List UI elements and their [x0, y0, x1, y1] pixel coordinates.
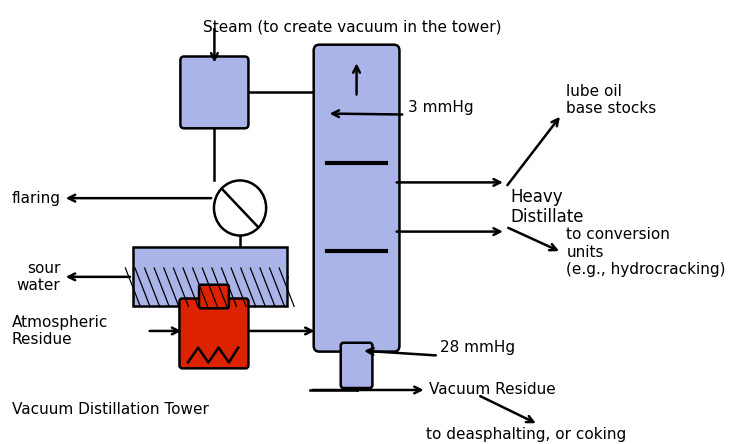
FancyBboxPatch shape	[179, 298, 248, 369]
FancyBboxPatch shape	[314, 45, 400, 352]
FancyBboxPatch shape	[199, 285, 229, 308]
Text: Steam (to create vacuum in the tower): Steam (to create vacuum in the tower)	[202, 19, 501, 34]
FancyBboxPatch shape	[340, 343, 373, 388]
Text: to deasphalting, or coking: to deasphalting, or coking	[427, 427, 627, 442]
Text: Atmospheric
Residue: Atmospheric Residue	[12, 315, 108, 347]
Circle shape	[214, 180, 266, 235]
Text: flaring: flaring	[11, 190, 60, 206]
Text: Vacuum Residue: Vacuum Residue	[429, 382, 556, 397]
Text: Heavy
Distillate: Heavy Distillate	[511, 188, 584, 226]
Text: 3 mmHg: 3 mmHg	[408, 100, 473, 115]
Text: to conversion
units
(e.g., hydrocracking): to conversion units (e.g., hydrocracking…	[566, 227, 726, 277]
Bar	[133, 247, 286, 306]
Text: sour
water: sour water	[16, 261, 60, 293]
Text: lube oil
base stocks: lube oil base stocks	[566, 83, 656, 116]
Text: 28 mmHg: 28 mmHg	[440, 340, 515, 355]
FancyBboxPatch shape	[181, 56, 248, 128]
Text: Vacuum Distillation Tower: Vacuum Distillation Tower	[12, 402, 208, 417]
